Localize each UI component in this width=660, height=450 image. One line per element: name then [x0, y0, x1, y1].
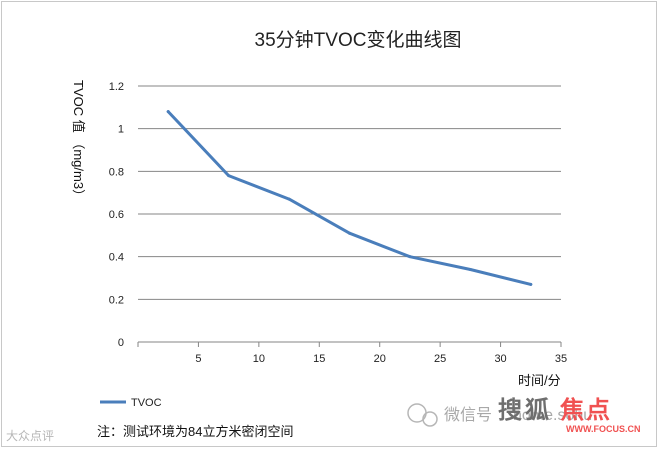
x-tick-label: 25 [434, 353, 446, 365]
data-point [529, 282, 533, 286]
series-line-tvoc [166, 110, 533, 286]
watermark-dian: 点 [586, 397, 610, 424]
x-tick-labels: 5 10 15 20 25 30 35 [137, 342, 567, 365]
watermark-home: home.sohu [513, 407, 592, 424]
y-tick-label: 1.2 [109, 81, 124, 93]
watermark-weixin: 微信号 [444, 406, 492, 424]
y-tick-label: 0.4 [109, 252, 124, 264]
watermark-sou: 搜 [498, 397, 522, 424]
watermark-left: 大众点评 [6, 429, 54, 443]
legend-label: TVOC [131, 397, 162, 409]
y-axis-title: TVOC 值 （mg/m3） [71, 80, 86, 202]
data-point [408, 255, 412, 259]
data-point [468, 267, 472, 271]
footnote: 注：测试环境为84立方米密闭空间 [97, 424, 293, 439]
data-point [166, 110, 170, 114]
watermark-focus-url: WWW.FOCUS.CN [566, 424, 641, 434]
wechat-icon-bubble [422, 411, 438, 427]
y-tick-label: 0.6 [109, 209, 124, 221]
x-axis-title: 时间/分 [518, 373, 561, 388]
y-tick-label: 0 [118, 337, 124, 349]
x-tick-label: 20 [374, 353, 386, 365]
legend: TVOC [100, 397, 162, 409]
watermark-hu: 狐 [525, 396, 549, 424]
data-point [348, 231, 351, 235]
x-tick-label: 10 [253, 353, 265, 365]
y-tick-label: 0.8 [109, 166, 124, 178]
y-tick-label: 1 [118, 124, 124, 136]
x-tick-label: 35 [555, 353, 567, 365]
data-point [227, 174, 231, 178]
series-layer [166, 110, 533, 286]
y-tick-labels: 0 0.2 0.4 0.6 0.8 1 1.2 [109, 81, 124, 349]
x-tick-label: 5 [195, 353, 201, 365]
x-tick-label: 30 [494, 353, 506, 365]
chart-title: 35分钟TVOC变化曲线图 [255, 29, 462, 51]
watermark-jiao: 焦 [560, 396, 584, 424]
y-tick-label: 0.2 [109, 294, 124, 306]
watermark: 微信号 home.sohu 搜 狐 焦 点 WWW.FOCUS.CN 大众点评 [6, 396, 641, 443]
x-tick-label: 15 [313, 353, 325, 365]
data-point [287, 197, 291, 201]
gridlines [138, 85, 561, 300]
